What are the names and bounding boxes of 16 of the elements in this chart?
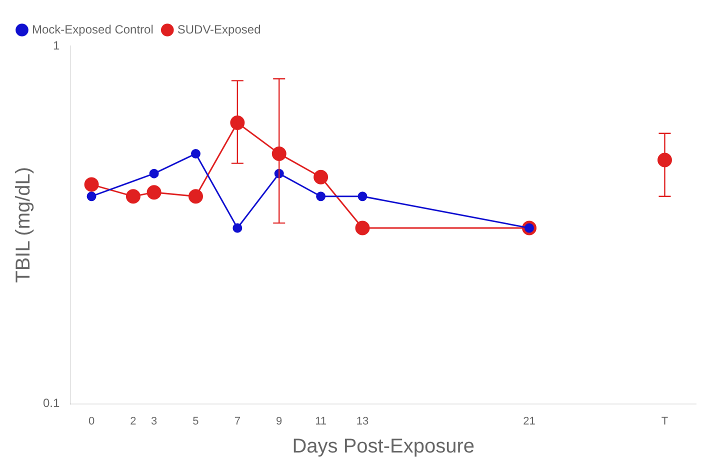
x-tick-label: T	[661, 415, 668, 428]
x-axis-title: Days Post-Exposure	[292, 436, 474, 458]
y-tick-label: 1	[52, 38, 60, 52]
legend-label: Mock-Exposed Control	[32, 22, 154, 36]
x-tick-label: 9	[276, 415, 282, 428]
x-tick-label: 11	[315, 415, 327, 428]
x-tick-label: 21	[523, 415, 536, 428]
x-tick-label: 7	[234, 415, 240, 428]
x-tick-label: 0	[88, 415, 95, 428]
y-tick-label: 0.1	[42, 396, 60, 410]
x-tick-label: 13	[356, 415, 369, 428]
x-tick-label: 5	[192, 415, 199, 428]
y-axis-title: TBIL (mg/dL)	[12, 166, 35, 283]
x-tick-label: 3	[150, 415, 158, 428]
x-tick-label: 2	[130, 415, 136, 428]
legend-label: SUDV-Exposed	[177, 22, 261, 36]
